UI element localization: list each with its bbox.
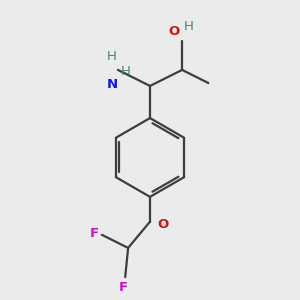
Text: F: F bbox=[119, 281, 128, 295]
Text: O: O bbox=[168, 25, 179, 38]
Text: O: O bbox=[157, 218, 169, 231]
Text: H: H bbox=[184, 20, 194, 33]
Text: F: F bbox=[90, 227, 99, 240]
Text: N: N bbox=[106, 63, 118, 91]
Text: H: H bbox=[107, 50, 117, 63]
Text: H: H bbox=[121, 65, 131, 78]
